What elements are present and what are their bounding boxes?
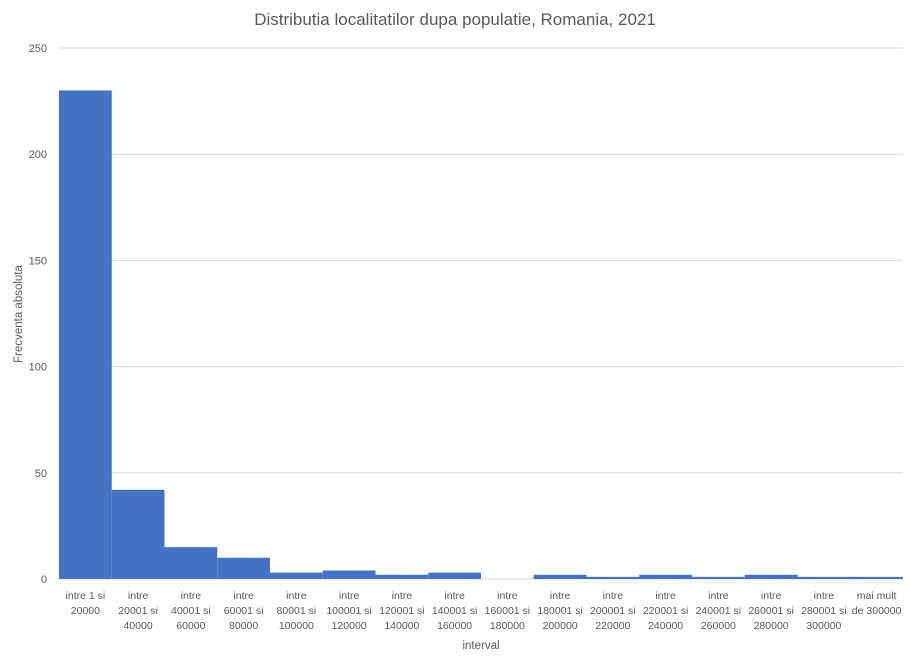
x-tick-label-line: intre <box>392 590 413 602</box>
x-tick-label-line: intre <box>550 590 571 602</box>
x-tick-label: intre 280001 si 300000 <box>801 590 847 632</box>
x-tick-label-line: 180000 <box>490 620 525 632</box>
bars <box>59 90 903 579</box>
x-tick-label-line: 60000 <box>176 620 205 632</box>
x-tick-label-line: 280000 <box>754 620 789 632</box>
x-tick-label-line: 140001 si <box>432 605 478 617</box>
bar <box>111 489 165 579</box>
x-tick-label-line: 120000 <box>332 620 367 632</box>
x-tick-label-line: 200001 si <box>590 605 636 617</box>
x-tick-label-line: 20001 si <box>118 605 158 617</box>
x-tick-label-line: 240001 si <box>696 605 742 617</box>
bar <box>322 570 376 579</box>
x-tick-label: mai mult de 300000 <box>852 590 902 617</box>
x-tick-label: intre 200001 si 220000 <box>590 590 636 632</box>
x-tick-label: intre 240001 si 260000 <box>696 590 742 632</box>
x-tick-label-line: 280001 si <box>801 605 847 617</box>
gridlines <box>59 47 903 580</box>
x-tick-label-line: 40000 <box>124 620 153 632</box>
bar <box>744 574 798 579</box>
x-tick-label: intre 20001 si 40000 <box>118 590 158 632</box>
bar <box>270 572 323 579</box>
x-tick-label: intre 180001 si 200000 <box>537 590 583 632</box>
x-tick-label-line: 100000 <box>279 620 314 632</box>
bar <box>797 576 851 579</box>
x-tick-label-line: 40001 si <box>171 605 211 617</box>
y-tick-label: 0 <box>41 574 47 586</box>
bar <box>59 90 112 579</box>
x-tick-label-line: 240000 <box>648 620 683 632</box>
x-tick-labels: intre 1 si 20000 intre 20001 si 40000 intre 40… <box>66 590 902 632</box>
x-tick-label-line: 60001 si <box>224 605 264 617</box>
y-axis-title: Frecventa absoluta <box>13 264 25 362</box>
x-tick-label-line: intre <box>339 590 360 602</box>
y-tick-label: 50 <box>35 468 47 480</box>
x-tick-label-line: 220000 <box>595 620 630 632</box>
bar <box>586 576 640 579</box>
x-tick-label-line: 140000 <box>384 620 419 632</box>
x-tick-label-line: 180001 si <box>537 605 583 617</box>
x-tick-label-line: 160000 <box>437 620 472 632</box>
y-tick-labels: 0 50 100 150 200 250 <box>29 43 47 586</box>
x-tick-label-line: intre <box>655 590 676 602</box>
x-tick-label: intre 40001 si 60000 <box>171 590 211 632</box>
x-tick-label: intre 120001 si 140000 <box>379 590 425 632</box>
y-tick-label: 250 <box>29 43 47 55</box>
bar <box>639 574 692 579</box>
x-tick-label: intre 1 si 20000 <box>66 590 106 617</box>
x-tick-label-line: intre <box>761 590 782 602</box>
x-tick-label-line: mai mult <box>857 590 897 602</box>
x-tick-label-line: intre <box>497 590 518 602</box>
x-tick-label-line: intre <box>286 590 307 602</box>
x-tick-label: intre 140001 si 160000 <box>432 590 478 632</box>
bar <box>850 576 903 579</box>
x-tick-label: intre 260001 si 280000 <box>748 590 794 632</box>
y-tick-label: 150 <box>29 255 47 267</box>
x-tick-label-line: 220001 si <box>643 605 689 617</box>
x-axis-title: interval <box>462 640 499 652</box>
bar <box>375 574 429 579</box>
x-tick-label: intre 80001 si 100000 <box>277 590 317 632</box>
bar <box>533 574 587 579</box>
x-tick-label-line: intre <box>181 590 202 602</box>
x-tick-label-line: intre <box>128 590 149 602</box>
x-tick-label-line: intre <box>814 590 835 602</box>
x-tick-label-line: 160001 si <box>485 605 531 617</box>
x-tick-label: intre 100001 si 120000 <box>326 590 372 632</box>
y-tick-label: 200 <box>29 149 47 161</box>
chart-title: Distributia localitatilor dupa populatie… <box>254 10 656 29</box>
x-tick-label-line: 100001 si <box>326 605 372 617</box>
bar <box>428 572 481 579</box>
x-tick-label-line: 300000 <box>806 620 841 632</box>
x-tick-label-line: 120001 si <box>379 605 425 617</box>
x-tick-label-line: intre <box>708 590 729 602</box>
x-tick-label-line: intre 1 si <box>66 590 106 602</box>
x-tick-label: intre 60001 si 80000 <box>224 590 264 632</box>
x-tick-label-line: 80000 <box>229 620 258 632</box>
x-tick-label-line: de 300000 <box>852 605 902 617</box>
y-tick-label: 100 <box>29 362 47 374</box>
x-tick-label-line: intre <box>444 590 465 602</box>
x-tick-label-line: 260000 <box>701 620 736 632</box>
x-tick-label-line: intre <box>603 590 624 602</box>
x-tick-label-line: 200000 <box>543 620 578 632</box>
x-tick-label-line: 260001 si <box>748 605 794 617</box>
x-tick-label: intre 220001 si 240000 <box>643 590 689 632</box>
x-tick-label: intre 160001 si 180000 <box>485 590 531 632</box>
bar <box>217 557 270 579</box>
x-tick-label-line: intre <box>233 590 254 602</box>
bar <box>692 576 745 579</box>
bar <box>164 547 218 579</box>
x-tick-label-line: 20000 <box>71 605 100 617</box>
x-tick-label-line: 80001 si <box>277 605 317 617</box>
